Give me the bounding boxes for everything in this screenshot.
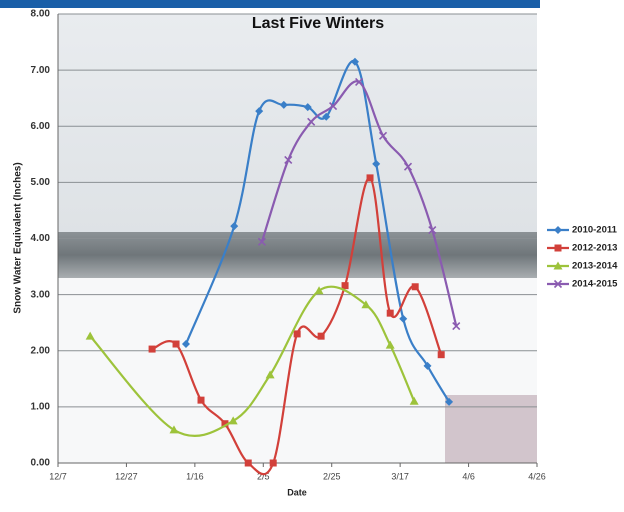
data-point bbox=[173, 341, 180, 348]
chart-title: Last Five Winters bbox=[252, 15, 384, 32]
data-point bbox=[342, 282, 349, 289]
data-point bbox=[270, 460, 277, 467]
legend-marker bbox=[555, 245, 562, 252]
x-tick-label: 1/16 bbox=[186, 471, 204, 481]
y-tick-label: 2.00 bbox=[31, 345, 51, 356]
legend-label: 2012-2013 bbox=[572, 243, 617, 254]
y-tick-label: 8.00 bbox=[31, 9, 51, 20]
y-tick-label: 4.00 bbox=[31, 233, 51, 244]
legend-label: 2013-2014 bbox=[572, 261, 618, 272]
data-point bbox=[387, 310, 394, 317]
y-tick-label: 0.00 bbox=[31, 458, 51, 469]
legend-label: 2010-2011 bbox=[572, 225, 618, 236]
data-point bbox=[412, 283, 419, 290]
y-tick-label: 7.00 bbox=[31, 65, 51, 76]
y-tick-label: 6.00 bbox=[31, 121, 51, 132]
legend-label: 2014-2015 bbox=[572, 279, 618, 290]
x-tick-label: 4/6 bbox=[462, 471, 475, 481]
data-point bbox=[198, 397, 205, 404]
chart: Last Five Winters Date Snow Water Equiva… bbox=[0, 0, 624, 512]
top-bar bbox=[0, 0, 540, 8]
y-axis-label: Snow Water Equivalent (Inches) bbox=[13, 162, 24, 313]
page: {"chart_data": {"type": "line", "title":… bbox=[0, 0, 624, 512]
data-point bbox=[245, 460, 252, 467]
y-tick-label: 3.00 bbox=[31, 289, 51, 300]
x-tick-label: 3/17 bbox=[391, 471, 409, 481]
legend-marker bbox=[554, 226, 562, 234]
x-tick-label: 12/27 bbox=[115, 471, 138, 481]
y-tick-label: 1.00 bbox=[31, 402, 51, 413]
x-tick-label: 2/25 bbox=[323, 471, 341, 481]
x-axis-label: Date bbox=[287, 487, 307, 497]
data-point bbox=[318, 333, 325, 340]
y-tick-label: 5.00 bbox=[31, 177, 51, 188]
data-point bbox=[367, 174, 374, 181]
data-point bbox=[294, 330, 301, 337]
x-tick-label: 12/7 bbox=[49, 471, 67, 481]
data-point bbox=[438, 351, 445, 358]
shrub bbox=[445, 395, 537, 463]
x-tick-label: 4/26 bbox=[528, 471, 546, 481]
data-point bbox=[149, 346, 156, 353]
